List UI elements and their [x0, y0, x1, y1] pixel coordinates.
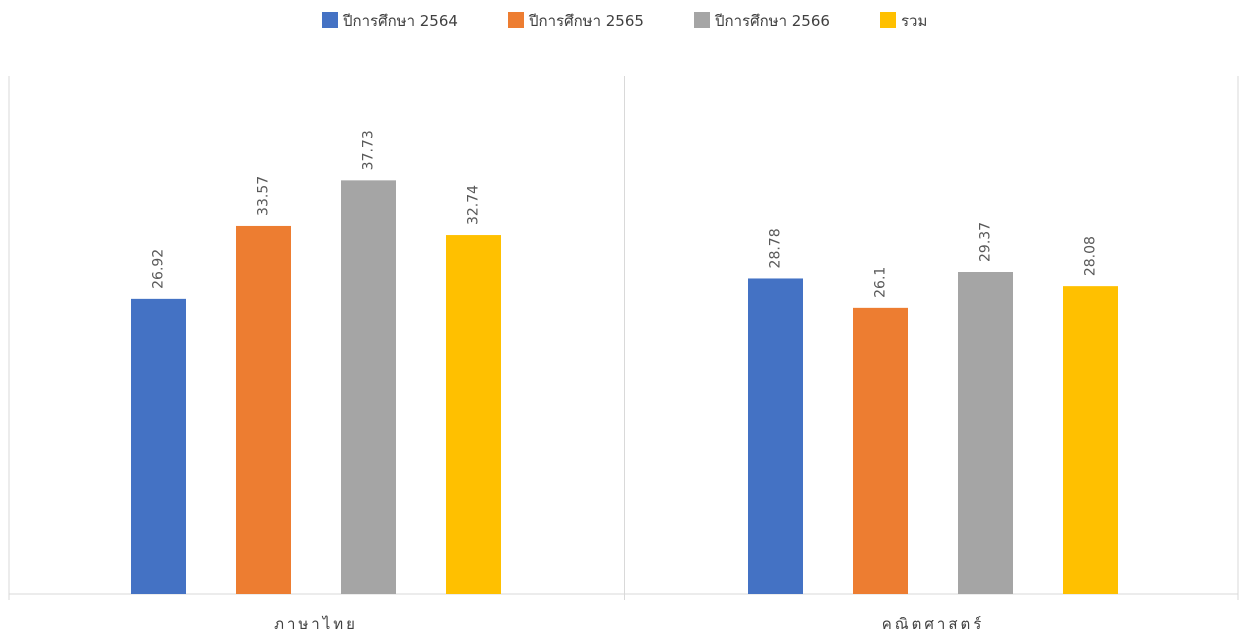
bars: [131, 180, 1118, 595]
bar: [748, 278, 803, 594]
bar: [1063, 286, 1118, 594]
category-label: ภาษาไทย: [274, 615, 358, 633]
legend-item: ปีการศึกษา 2565: [508, 12, 644, 30]
data-label: 37.73: [361, 130, 377, 170]
legend-label: ปีการศึกษา 2564: [342, 12, 458, 30]
data-label: 26.92: [151, 249, 167, 289]
data-labels: 26.92 33.57 37.73 32.74 28.78 26.1 29.37 28.08: [151, 130, 1099, 298]
data-label: 26.1: [873, 267, 889, 298]
legend-swatch: [508, 12, 524, 28]
data-label: 32.74: [466, 185, 482, 225]
axes: [8, 76, 1239, 600]
legend-item: ปีการศึกษา 2566: [694, 12, 830, 30]
legend-label: ปีการศึกษา 2566: [714, 12, 830, 30]
legend-item: รวม: [880, 12, 927, 30]
bar: [131, 298, 186, 594]
legend-label: ปีการศึกษา 2565: [528, 12, 644, 30]
legend-label: รวม: [901, 12, 927, 30]
category-labels: ภาษาไทย คณิตศาสตร์: [274, 615, 985, 633]
legend: ปีการศึกษา 2564 ปีการศึกษา 2565 ปีการศึกษา…: [322, 12, 927, 30]
bar: [958, 271, 1013, 594]
legend-swatch: [880, 12, 896, 28]
data-label: 28.08: [1083, 236, 1099, 276]
data-label: 29.37: [978, 222, 994, 262]
data-label: 33.57: [256, 176, 272, 216]
category-label: คณิตศาสตร์: [882, 615, 985, 633]
data-label: 28.78: [768, 228, 784, 268]
legend-item: ปีการศึกษา 2564: [322, 12, 458, 30]
legend-swatch: [322, 12, 338, 28]
bar: [853, 307, 908, 594]
legend-swatch: [694, 12, 710, 28]
bar: [236, 225, 291, 595]
bar: [446, 235, 501, 594]
bar: [341, 180, 396, 594]
